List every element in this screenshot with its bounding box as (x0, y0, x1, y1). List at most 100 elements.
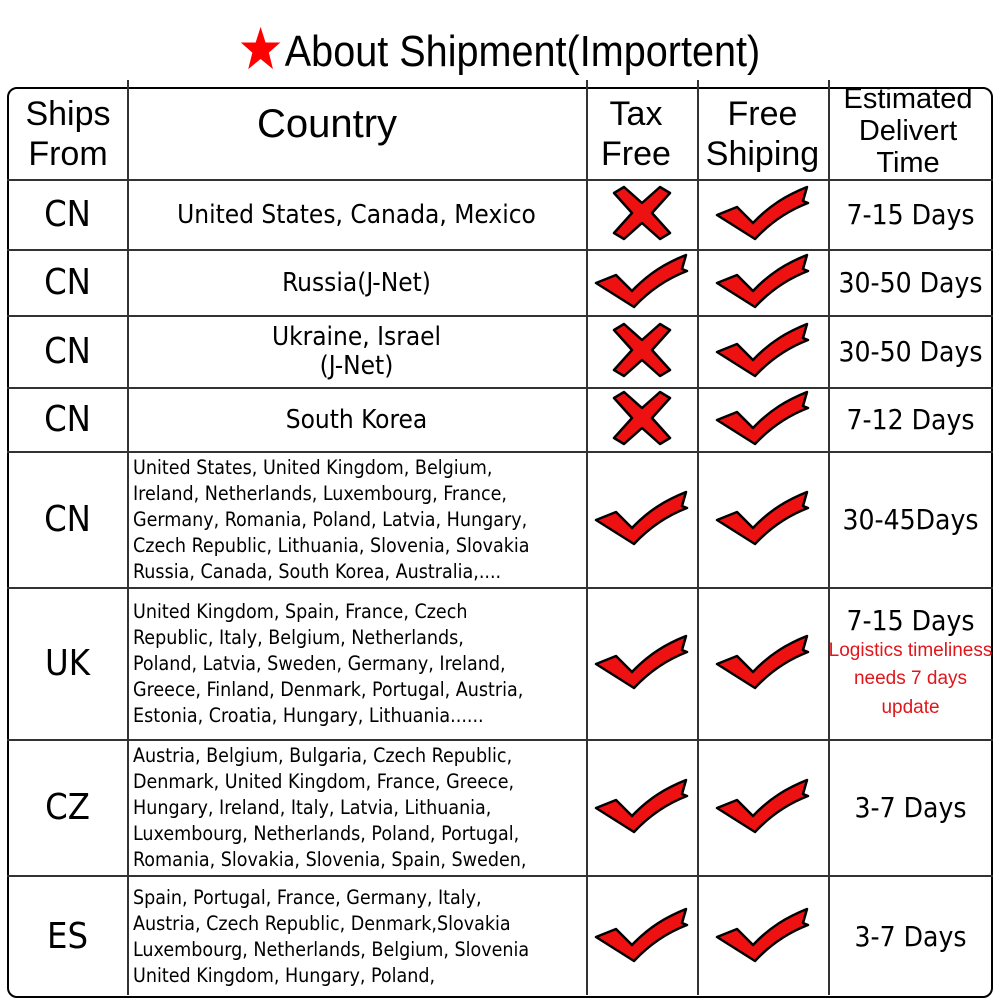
country-line: Luxembourg, Netherlands, Poland, Portuga… (133, 821, 520, 845)
country-line: Estonia, Croatia, Hungary, Lithuania....… (133, 703, 484, 727)
tax-free-cell (586, 316, 697, 388)
tax-free-cell (586, 876, 697, 998)
country-list: Ukraine, Israel (J-Net) (272, 323, 441, 380)
delivery-time-cell: 30-50 Days (828, 316, 993, 388)
check-icon (715, 253, 811, 313)
country-cell: United Kingdom, Spain, France, Czech Repu… (127, 588, 586, 740)
ships-from: CZ (45, 787, 90, 829)
country-line: Germany, Romania, Poland, Latvia, Hungar… (133, 508, 528, 532)
header-tax-free: Tax Free (601, 95, 671, 173)
column-divider (127, 80, 129, 995)
check-icon (715, 322, 811, 382)
delivery-time: 30-45Days (842, 502, 979, 536)
check-icon (715, 778, 811, 838)
row-divider (7, 875, 993, 877)
ships-from: UK (45, 643, 90, 685)
shipment-table (7, 87, 993, 998)
ships-from-cell: CZ (8, 740, 127, 876)
ships-from: CN (44, 262, 91, 304)
delivery-time-cell: 30-50 Days (828, 250, 993, 316)
delivery-time: 3-7 Days (854, 790, 967, 824)
country-line: United States, United Kingdom, Belgium, (133, 456, 493, 480)
country-line: Ireland, Netherlands, Luxembourg, France… (133, 482, 507, 506)
country-line: Russia, Canada, South Korea, Australia,.… (133, 559, 502, 583)
delivery-time-cell: 7-12 Days (828, 388, 993, 452)
ships-from: CN (44, 331, 91, 373)
check-icon (715, 634, 811, 694)
row-divider (7, 249, 993, 251)
row-divider (7, 315, 993, 317)
tax-free-cell (586, 180, 697, 250)
free-shipping-cell (697, 452, 828, 588)
country-line: Hungary, Ireland, Italy, Latvia, Lithuan… (133, 796, 492, 820)
cross-icon (610, 390, 674, 450)
row-divider (7, 739, 993, 741)
country-cell: South Korea (127, 388, 586, 452)
country-line: Czech Republic, Lithuania, Slovenia, Slo… (133, 533, 530, 557)
row-divider (7, 587, 993, 589)
header-delivery-time: Estimated Delivert Time (843, 83, 973, 179)
delivery-time-cell: 30-45Days (828, 452, 993, 588)
country-list: South Korea (286, 406, 428, 435)
tax-free-cell (586, 452, 697, 588)
page-title: About Shipment(Importent) (50, 26, 950, 77)
delivery-time-cell: 7-15 Days Logistics timeliness needs 7 day… (828, 588, 993, 740)
country-line: Republic, Italy, Belgium, Netherlands, (133, 626, 464, 650)
country-line: Greece, Finland, Denmark, Portugal, Aust… (133, 677, 524, 701)
free-shipping-cell (697, 316, 828, 388)
check-icon (594, 634, 690, 694)
ships-from-cell: ES (8, 876, 127, 998)
delivery-time: 7-15 Days (846, 197, 975, 231)
free-shipping-cell (697, 388, 828, 452)
country-line: Poland, Latvia, Sweden, Germany, Ireland… (133, 652, 506, 676)
ships-from-cell: CN (8, 180, 127, 250)
cross-icon (610, 322, 674, 382)
header-ships-from: Ships From (25, 95, 111, 173)
delivery-time: 7-15 Days (846, 603, 975, 637)
check-icon (715, 390, 811, 450)
delivery-time-cell: 3-7 Days (828, 740, 993, 876)
country-cell: Spain, Portugal, France, Germany, Italy,… (127, 876, 586, 998)
delivery-time: 30-50 Days (838, 334, 983, 368)
ships-from: CN (44, 499, 91, 541)
country-list: Austria, Belgium, Bulgaria, Czech Republ… (133, 743, 526, 873)
country-line: Ukraine, Israel (271, 322, 442, 353)
country-list: Spain, Portugal, France, Germany, Italy,… (133, 885, 529, 989)
check-icon (594, 778, 690, 838)
country-line: Romania, Slovakia, Slovenia, Spain, Swed… (133, 847, 527, 871)
check-icon (715, 185, 811, 245)
ships-from: ES (46, 916, 89, 958)
star-icon (240, 26, 281, 70)
country-list: Russia(J-Net) (282, 269, 431, 298)
ships-from-cell: CN (8, 250, 127, 316)
country-line: United Kingdom, Hungary, Poland, (133, 963, 436, 987)
tax-free-cell (586, 740, 697, 876)
country-list: United States, Canada, Mexico (177, 201, 536, 230)
tax-free-cell (586, 588, 697, 740)
country-list: United States, United Kingdom, Belgium, I… (133, 455, 530, 585)
tax-free-cell (586, 250, 697, 316)
check-icon (715, 490, 811, 550)
row-divider (7, 179, 993, 181)
country-line: United States, Canada, Mexico (177, 199, 536, 230)
check-icon (594, 907, 690, 967)
column-divider (697, 80, 699, 995)
country-line: Spain, Portugal, France, Germany, Italy, (133, 886, 482, 910)
country-cell: Austria, Belgium, Bulgaria, Czech Republ… (127, 740, 586, 876)
header-free-shipping: Free Shiping (705, 95, 820, 173)
country-line: (J-Net) (319, 351, 394, 381)
ships-from-cell: CN (8, 452, 127, 588)
country-line: Luxembourg, Netherlands, Belgium, Sloven… (133, 938, 530, 961)
title-text: About Shipment(Importent) (284, 27, 761, 76)
country-line: Denmark, United Kingdom, France, Greece, (133, 770, 515, 794)
country-line: Austria, Czech Republic, Denmark,Slovaki… (133, 912, 511, 936)
free-shipping-cell (697, 740, 828, 876)
country-line: Austria, Belgium, Bulgaria, Czech Republ… (133, 744, 513, 768)
ships-from-cell: CN (8, 316, 127, 388)
country-cell: Ukraine, Israel (J-Net) (127, 316, 586, 388)
check-icon (594, 490, 690, 550)
ships-from-cell: CN (8, 388, 127, 452)
country-list: United Kingdom, Spain, France, Czech Repu… (133, 599, 523, 729)
check-icon (715, 907, 811, 967)
column-divider (828, 80, 830, 995)
